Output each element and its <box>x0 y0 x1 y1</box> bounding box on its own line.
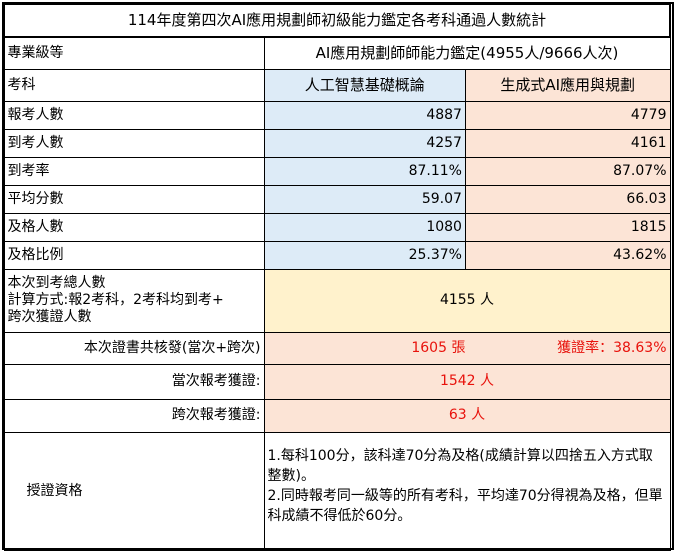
total-value: 4155 人 <box>263 268 671 333</box>
row-value: 66.03 <box>464 184 671 214</box>
total-label-line: 計算方式:報2考科，2考科均到考+ <box>7 292 224 308</box>
row-label: 到考人數 <box>3 128 265 158</box>
level-value: AI應用規劃師師能力鑑定(4955人/9666人次) <box>263 36 671 70</box>
row-value: 25.37% <box>263 240 466 270</box>
row-value: 87.11% <box>263 156 466 186</box>
certs-value: 1605 張 <box>263 331 466 365</box>
subjects-label: 考科 <box>3 68 265 102</box>
row-label: 報考人數 <box>3 100 265 130</box>
table-row: 報考人數 4887 4779 <box>3 100 671 130</box>
row-value: 1815 <box>464 212 671 242</box>
subject-1-header: 人工智慧基礎概論 <box>263 68 466 102</box>
qualification-line: 2.同時報考同一級等的所有考科，平均達70分得視為及格，但單科成績不得低於60分… <box>267 488 663 524</box>
table-row: 及格比例 25.37% 43.62% <box>3 240 671 270</box>
row-value: 59.07 <box>263 184 466 214</box>
total-label-line: 本次到考總人數 <box>7 275 106 291</box>
table-row: 到考率 87.11% 87.07% <box>3 156 671 186</box>
row-label: 及格比例 <box>3 240 265 270</box>
row-label: 到考率 <box>3 156 265 186</box>
row-value: 4257 <box>263 128 466 158</box>
row-value: 4779 <box>464 100 671 130</box>
cross-value: 63 人 <box>263 398 671 433</box>
row-label: 及格人數 <box>3 212 265 242</box>
qualification-label: 授證資格 <box>3 431 265 551</box>
row-value: 4887 <box>263 100 466 130</box>
table-title: 114年度第四次AI應用規劃師初級能力鑑定各考科通過人數統計 <box>3 3 671 38</box>
table-row: 及格人數 1080 1815 <box>3 212 671 242</box>
stats-table: 114年度第四次AI應用規劃師初級能力鑑定各考科通過人數統計 專業級等 AI應用… <box>3 3 671 551</box>
subject-2-header: 生成式AI應用與規劃 <box>464 68 671 102</box>
table-row: 到考人數 4257 4161 <box>3 128 671 158</box>
current-value: 1542 人 <box>263 363 671 400</box>
qualification-line: 1.每科100分，該科達70分為及格(成績計算以四捨五入方式取整數)。 <box>267 448 653 484</box>
row-value: 1080 <box>263 212 466 242</box>
certs-rate: 獲證率：38.63% <box>465 331 671 365</box>
level-label: 專業級等 <box>3 36 265 70</box>
total-label-line: 跨次獲證人數 <box>7 309 92 325</box>
row-label: 平均分數 <box>3 184 265 214</box>
table-row: 平均分數 59.07 66.03 <box>3 184 671 214</box>
cross-label: 跨次報考獲證: <box>3 398 265 433</box>
qualification-text: 1.每科100分，該科達70分為及格(成績計算以四捨五入方式取整數)。 2.同時… <box>263 431 671 551</box>
row-value: 43.62% <box>464 240 671 270</box>
certs-label: 本次證書共核發(當次+跨次) <box>3 331 265 365</box>
total-label: 本次到考總人數 計算方式:報2考科，2考科均到考+ 跨次獲證人數 <box>3 268 265 333</box>
row-value: 87.07% <box>464 156 671 186</box>
row-value: 4161 <box>464 128 671 158</box>
current-label: 當次報考獲證: <box>3 363 265 400</box>
